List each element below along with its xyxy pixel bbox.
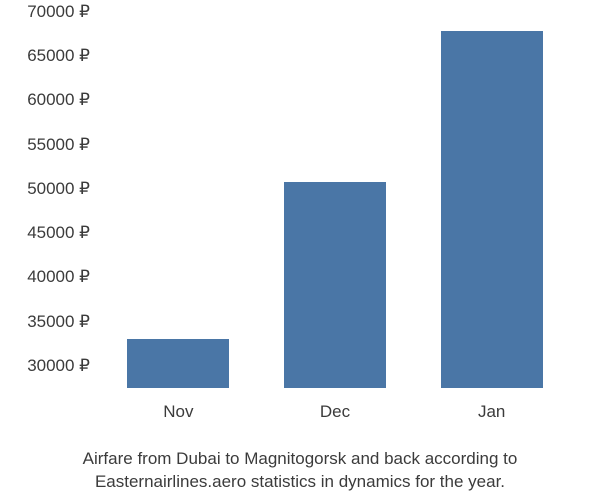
chart-container: 30000 ₽ 35000 ₽ 40000 ₽ 45000 ₽ 50000 ₽ 55000… — [0, 0, 600, 500]
chart-caption: Airfare from Dubai to Magnitogorsk and b… — [0, 448, 600, 494]
x-tick-label: Jan — [478, 402, 505, 422]
y-tick-label: 70000 ₽ — [0, 2, 90, 22]
y-tick-label: 55000 ₽ — [0, 135, 90, 155]
x-tick-label: Nov — [163, 402, 193, 422]
y-tick-label: 30000 ₽ — [0, 356, 90, 376]
x-tick-label: Dec — [320, 402, 350, 422]
bar — [284, 182, 386, 388]
y-tick-label: 65000 ₽ — [0, 46, 90, 66]
bar — [441, 31, 543, 388]
bar — [127, 339, 229, 388]
y-tick-label: 35000 ₽ — [0, 312, 90, 332]
y-tick-label: 60000 ₽ — [0, 90, 90, 110]
y-tick-label: 40000 ₽ — [0, 267, 90, 287]
y-tick-label: 45000 ₽ — [0, 223, 90, 243]
y-tick-label: 50000 ₽ — [0, 179, 90, 199]
chart-plot-area: 30000 ₽ 35000 ₽ 40000 ₽ 45000 ₽ 50000 ₽ 55000… — [0, 0, 600, 500]
